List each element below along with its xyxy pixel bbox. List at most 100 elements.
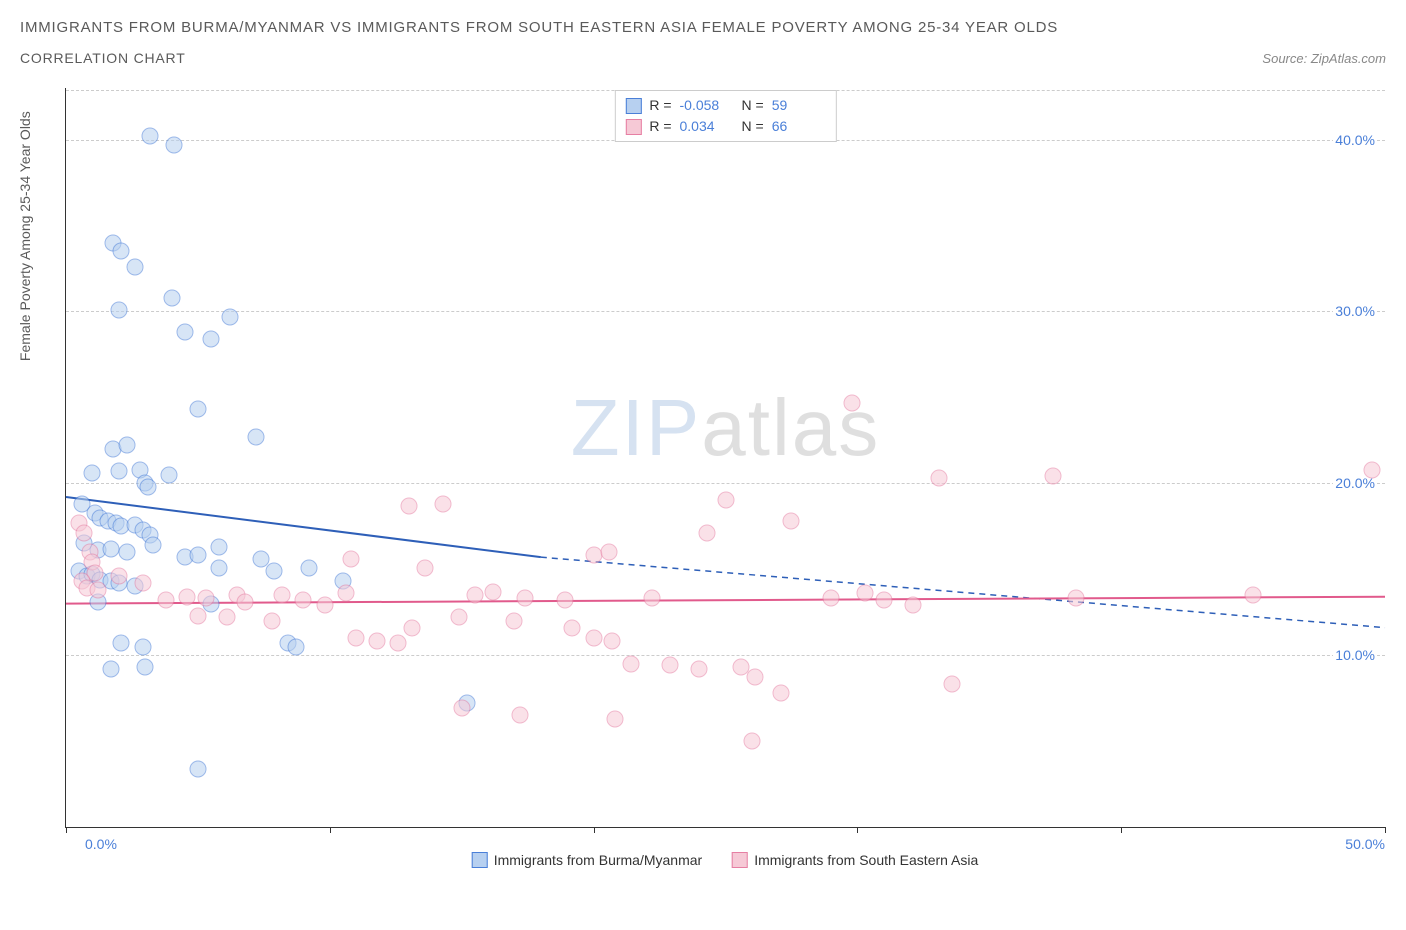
scatter-point-se_asia [717, 492, 734, 509]
scatter-point-se_asia [263, 612, 280, 629]
scatter-point-se_asia [823, 590, 840, 607]
n-value-1: 59 [772, 95, 826, 116]
scatter-point-se_asia [844, 394, 861, 411]
scatter-point-burma [247, 428, 264, 445]
scatter-point-se_asia [585, 547, 602, 564]
scatter-point-burma [113, 635, 130, 652]
scatter-point-se_asia [158, 592, 175, 609]
n-label-2: N = [742, 116, 764, 137]
scatter-point-se_asia [564, 619, 581, 636]
trend-lines [66, 88, 1385, 827]
subtitle-row: CORRELATION CHART Source: ZipAtlas.com [20, 50, 1386, 66]
chart-title: IMMIGRANTS FROM BURMA/MYANMAR VS IMMIGRA… [20, 16, 1386, 40]
legend-swatch-2 [732, 852, 748, 868]
scatter-point-se_asia [337, 585, 354, 602]
scatter-point-burma [102, 540, 119, 557]
x-tick [1385, 827, 1386, 833]
x-tick-label-min: 0.0% [85, 836, 117, 852]
r-label-2: R = [649, 116, 671, 137]
scatter-point-burma [145, 537, 162, 554]
scatter-point-se_asia [1245, 587, 1262, 604]
scatter-point-burma [189, 760, 206, 777]
scatter-point-se_asia [316, 597, 333, 614]
scatter-point-burma [163, 289, 180, 306]
scatter-point-se_asia [110, 568, 127, 585]
scatter-point-se_asia [743, 733, 760, 750]
scatter-point-se_asia [76, 525, 93, 542]
scatter-point-se_asia [875, 592, 892, 609]
scatter-point-se_asia [517, 590, 534, 607]
scatter-point-se_asia [400, 497, 417, 514]
scatter-point-se_asia [179, 588, 196, 605]
scatter-point-se_asia [1044, 468, 1061, 485]
scatter-point-se_asia [585, 629, 602, 646]
scatter-point-se_asia [403, 619, 420, 636]
source-label: Source: [1262, 51, 1307, 66]
scatter-point-burma [118, 544, 135, 561]
scatter-point-burma [137, 659, 154, 676]
x-tick [330, 827, 331, 833]
scatter-point-burma [142, 128, 159, 145]
scatter-point-se_asia [348, 629, 365, 646]
y-tick-label: 10.0% [1333, 647, 1377, 663]
n-value-2: 66 [772, 116, 826, 137]
scatter-point-se_asia [857, 585, 874, 602]
y-tick-label: 40.0% [1333, 132, 1377, 148]
scatter-point-burma [189, 401, 206, 418]
x-tick [857, 827, 858, 833]
r-value-2: 0.034 [680, 116, 734, 137]
scatter-point-burma [113, 243, 130, 260]
y-axis-label: Female Poverty Among 25-34 Year Olds [17, 111, 33, 361]
legend-label-2: Immigrants from South Eastern Asia [754, 852, 978, 868]
scatter-point-se_asia [1363, 461, 1380, 478]
scatter-point-se_asia [506, 612, 523, 629]
scatter-point-se_asia [904, 597, 921, 614]
scatter-point-se_asia [237, 593, 254, 610]
x-tick [594, 827, 595, 833]
legend-center: Immigrants from Burma/Myanmar Immigrants… [472, 852, 979, 868]
scatter-point-se_asia [556, 592, 573, 609]
scatter-point-se_asia [944, 676, 961, 693]
scatter-point-se_asia [606, 710, 623, 727]
gridline-h [66, 655, 1385, 656]
scatter-point-burma [176, 324, 193, 341]
scatter-point-se_asia [453, 700, 470, 717]
scatter-point-burma [166, 136, 183, 153]
legend-swatch-1 [472, 852, 488, 868]
scatter-point-burma [211, 559, 228, 576]
chart-subtitle: CORRELATION CHART [20, 50, 186, 66]
scatter-point-burma [84, 464, 101, 481]
legend-item-2: Immigrants from South Eastern Asia [732, 852, 978, 868]
scatter-point-se_asia [643, 590, 660, 607]
scatter-point-se_asia [274, 587, 291, 604]
scatter-point-se_asia [601, 544, 618, 561]
gridline-h [66, 311, 1385, 312]
stats-legend: R = -0.058 N = 59 R = 0.034 N = 66 [614, 90, 836, 142]
scatter-point-burma [189, 547, 206, 564]
scatter-point-burma [221, 308, 238, 325]
x-tick [1121, 827, 1122, 833]
scatter-point-se_asia [89, 581, 106, 598]
scatter-point-se_asia [691, 660, 708, 677]
scatter-point-se_asia [662, 657, 679, 674]
scatter-point-se_asia [772, 684, 789, 701]
scatter-point-burma [126, 258, 143, 275]
scatter-point-se_asia [189, 607, 206, 624]
trend-line [66, 597, 1385, 604]
scatter-point-burma [160, 466, 177, 483]
chart-container: Female Poverty Among 25-34 Year Olds ZIP… [45, 88, 1385, 868]
scatter-point-burma [203, 330, 220, 347]
scatter-point-se_asia [746, 669, 763, 686]
scatter-point-burma [139, 478, 156, 495]
scatter-point-se_asia [295, 592, 312, 609]
stats-row-2: R = 0.034 N = 66 [625, 116, 825, 137]
scatter-point-se_asia [390, 635, 407, 652]
x-tick-label-max: 50.0% [1345, 836, 1385, 852]
source-value: ZipAtlas.com [1311, 51, 1386, 66]
scatter-point-se_asia [1068, 590, 1085, 607]
r-value-1: -0.058 [680, 95, 734, 116]
chart-header: IMMIGRANTS FROM BURMA/MYANMAR VS IMMIGRA… [0, 0, 1406, 74]
scatter-point-se_asia [485, 583, 502, 600]
scatter-point-se_asia [197, 590, 214, 607]
scatter-point-se_asia [783, 513, 800, 530]
